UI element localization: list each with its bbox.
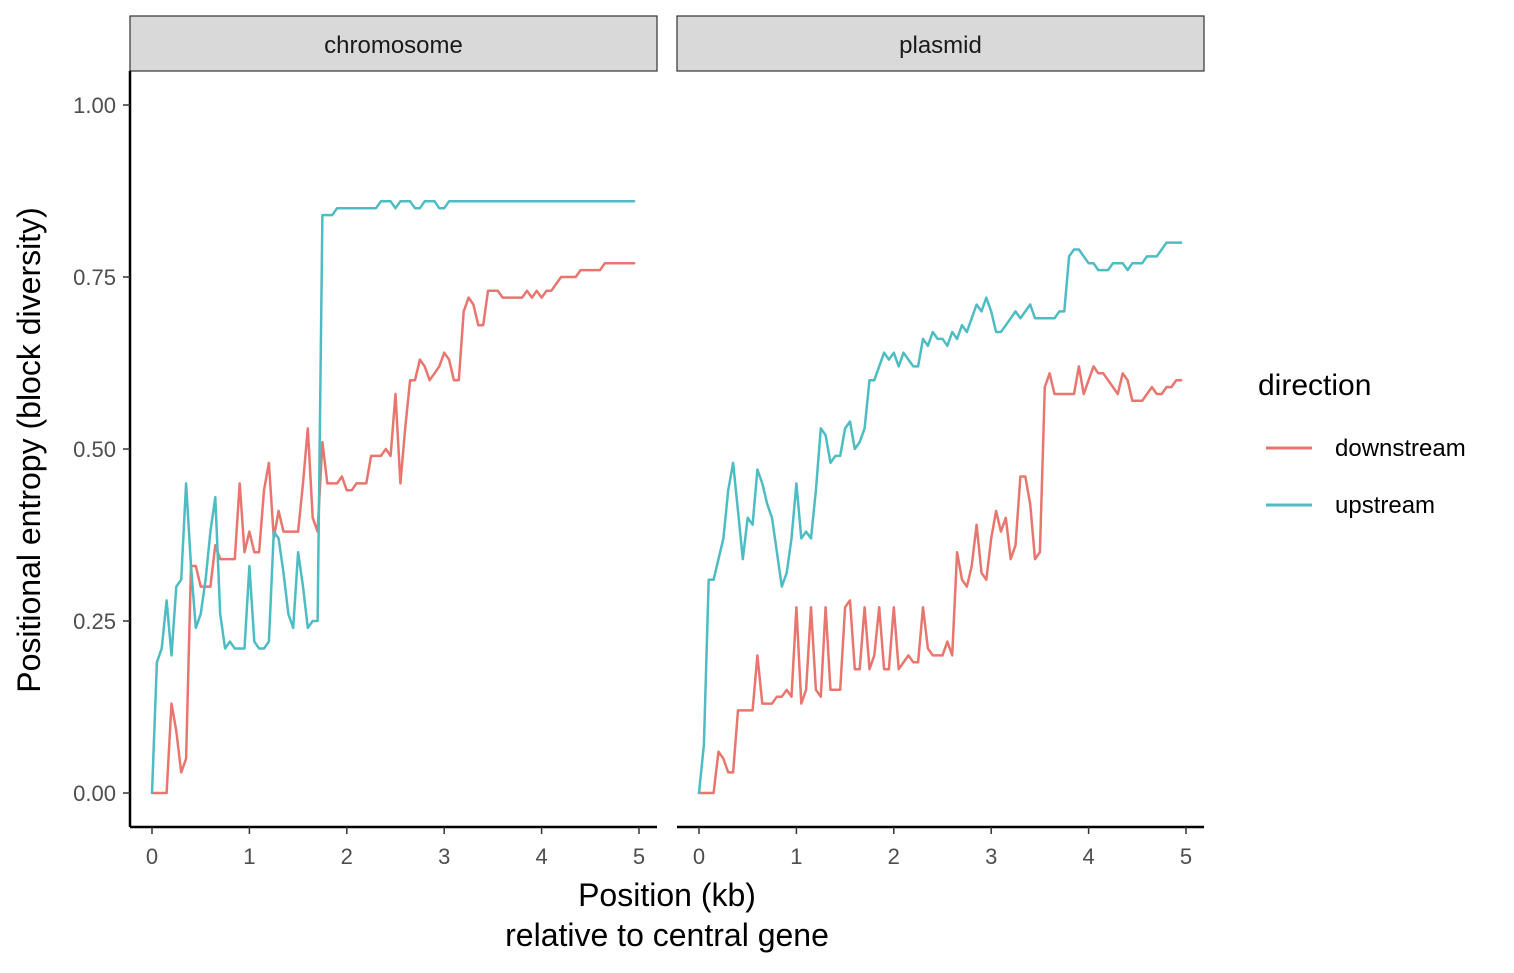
- x-tick-label-plasmid-5: 5: [1180, 844, 1192, 869]
- facet-strip-chromosome: [129, 15, 658, 72]
- x-tick-label-chromosome-0: 0: [146, 844, 158, 869]
- legend-label-upstream: upstream: [1335, 492, 1435, 519]
- x-axis-title: Position (kb): [578, 877, 756, 913]
- legend-label-downstream: downstream: [1335, 435, 1466, 462]
- x-tick-label-chromosome-1: 1: [243, 844, 255, 869]
- y-tick-label-0.75: 0.75: [73, 265, 116, 290]
- legend-title: direction: [1258, 369, 1371, 402]
- x-tick-label-chromosome-2: 2: [341, 844, 353, 869]
- series-line-chromosome-downstream: [150, 261, 636, 795]
- series-line-plasmid-downstream: [697, 365, 1183, 795]
- x-tick-label-plasmid-3: 3: [985, 844, 997, 869]
- x-tick-label-chromosome-5: 5: [633, 844, 645, 869]
- y-tick-label-0.50: 0.50: [73, 437, 116, 462]
- y-axis-title: Positional entropy (block diversity): [11, 207, 47, 693]
- x-axis-subtitle: relative to central gene: [505, 917, 829, 953]
- series-line-plasmid-upstream: [697, 241, 1183, 795]
- y-tick-label-0.25: 0.25: [73, 609, 116, 634]
- x-tick-label-plasmid-4: 4: [1082, 844, 1094, 869]
- series-line-chromosome-upstream: [150, 200, 636, 795]
- x-tick-label-plasmid-1: 1: [790, 844, 802, 869]
- x-tick-label-plasmid-0: 0: [693, 844, 705, 869]
- y-tick-label-1.00: 1.00: [73, 93, 116, 118]
- facet-strip-label-plasmid: plasmid: [899, 32, 982, 59]
- x-tick-label-plasmid-2: 2: [888, 844, 900, 869]
- x-tick-label-chromosome-4: 4: [535, 844, 547, 869]
- x-tick-label-chromosome-3: 3: [438, 844, 450, 869]
- y-tick-label-0.00: 0.00: [73, 781, 116, 806]
- facet-strip-plasmid: [676, 15, 1205, 72]
- facet-strip-label-chromosome: chromosome: [324, 32, 463, 59]
